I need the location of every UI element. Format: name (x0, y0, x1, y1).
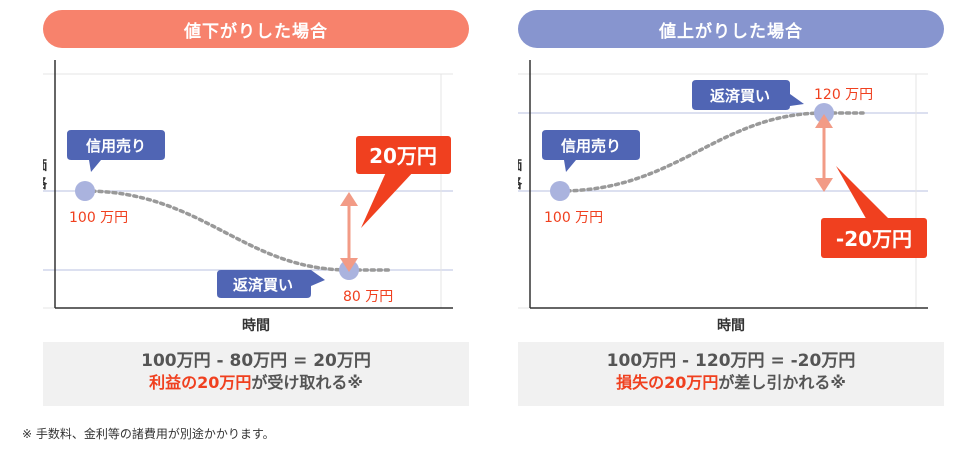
delta-callout-tail (836, 166, 892, 222)
sell-point (550, 181, 570, 201)
price-curve (83, 189, 393, 272)
delta-arrow-head-down (815, 178, 833, 192)
delta-label: 20万円 (369, 144, 437, 168)
sell-label: 信用売り (86, 137, 146, 155)
buy-label-box (692, 80, 804, 110)
delta-box (821, 218, 927, 258)
result-text: 利益の20万円が受け取れる※ (43, 372, 469, 394)
buy-label: 返済買い (233, 276, 293, 294)
buy-label-box (217, 270, 325, 298)
price-rise-chart: 信用売り 100 万円 返済買い 120 万円 -20万円 価 格 時間 (518, 60, 928, 334)
price-rise-title: 値上がりした場合 (518, 10, 944, 48)
y-axis-label-char-1: 価 (518, 157, 522, 174)
sell-label-box (542, 130, 640, 172)
result-rest: が差し引かれる※ (718, 373, 846, 392)
y-axis-label-char-2: 格 (43, 175, 48, 192)
price-fall-chart: 信用売り 100 万円 返済買い 80 万円 20万円 価 格 時間 (43, 60, 453, 334)
buy-price: 120 万円 (814, 87, 873, 103)
delta-arrow-head-down (340, 258, 358, 272)
sell-point (75, 181, 95, 201)
y-axis-label-char-2: 格 (518, 175, 523, 192)
footnote: ※ 手数料、金利等の諸費用が別途かかります。 (22, 427, 275, 441)
x-axis-label: 時間 (717, 317, 745, 334)
delta-arrow-head-up (815, 114, 833, 128)
price-rise-summary: 100万円 - 120万円 = -20万円 損失の20万円が差し引かれる※ (518, 342, 944, 406)
result-highlight: 利益の20万円 (149, 373, 252, 392)
result-rest: が受け取れる※ (251, 373, 363, 392)
price-fall-title: 値下がりした場合 (43, 10, 469, 48)
price-fall-summary: 100万円 - 80万円 = 20万円 利益の20万円が受け取れる※ (43, 342, 469, 406)
buy-point (814, 103, 834, 123)
buy-label: 返済買い (710, 87, 770, 105)
sell-label: 信用売り (561, 137, 621, 155)
price-curve (558, 111, 865, 193)
delta-callout-tail (361, 170, 415, 228)
price-fall-panel: 値下がりした場合 信用売り 100 万円 返済買い 80 万円 20万円 価 (43, 8, 469, 408)
delta-label: -20万円 (836, 227, 912, 251)
y-axis-label-char-1: 価 (43, 157, 47, 174)
sell-label-box (67, 130, 165, 172)
delta-box (356, 136, 451, 174)
result-text: 損失の20万円が差し引かれる※ (518, 372, 944, 394)
calc-formula: 100万円 - 80万円 = 20万円 (141, 351, 371, 371)
sell-price: 100 万円 (544, 210, 603, 226)
delta-arrow-head-up (340, 192, 358, 206)
x-axis-label: 時間 (242, 317, 270, 334)
buy-price: 80 万円 (343, 289, 393, 305)
calc-formula: 100万円 - 120万円 = -20万円 (606, 351, 856, 371)
price-rise-panel: 値上がりした場合 信用売り 100 万円 返済買い 120 万円 -20万円 価 (518, 8, 944, 408)
sell-price: 100 万円 (69, 210, 128, 226)
result-highlight: 損失の20万円 (616, 373, 719, 392)
